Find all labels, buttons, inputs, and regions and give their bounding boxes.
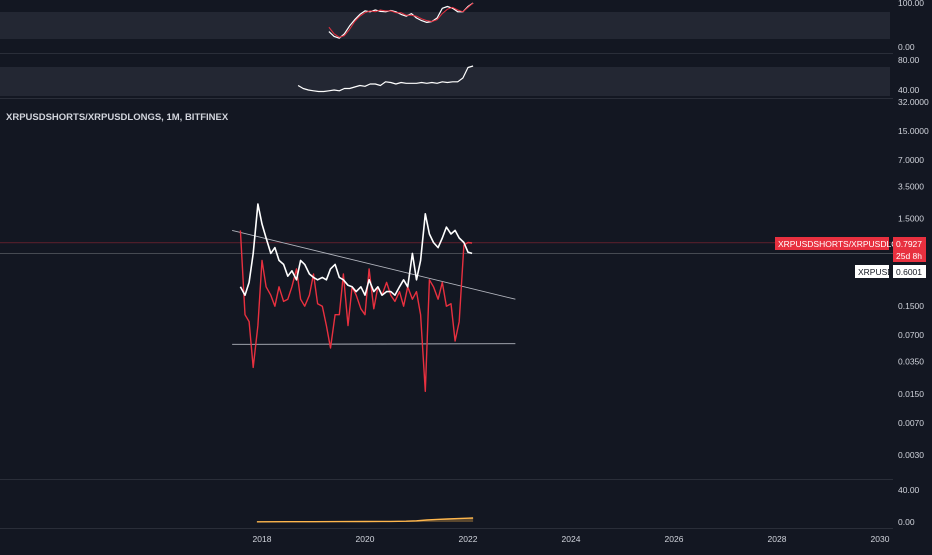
price-tick-label: 0.0070	[898, 418, 924, 428]
trendline-1	[232, 343, 516, 345]
price-tick-label: 15.0000	[898, 126, 929, 136]
price-tick-label: 7.0000	[898, 155, 924, 165]
main-series-badge: XRPUSDSHORTS/XRPUSDLONGS 0.7927 25d 8h	[775, 237, 926, 262]
time-tick-label: 2026	[665, 534, 684, 544]
chart-title: XRPUSDSHORTS/XRPUSDLONGS, 1M, BITFINEX	[6, 112, 229, 123]
indicator-1-series-1	[328, 2, 474, 38]
time-tick-label: 2018	[253, 534, 272, 544]
series-0-line	[239, 230, 473, 392]
main-series-badge-name: XRPUSDSHORTS/XRPUSDLONGS	[778, 239, 917, 249]
indicator-2-series-0	[297, 65, 474, 93]
time-axis[interactable]: 2018 2020 2022 2024 2026 2028 2030	[253, 534, 890, 544]
price-tick-label: 100.00	[898, 0, 924, 8]
price-tick-label: 40.00	[898, 85, 920, 95]
price-tick-label: 1.5000	[898, 214, 924, 224]
price-tick-label: 0.0350	[898, 357, 924, 367]
price-tick-label: 0.0030	[898, 450, 924, 460]
time-tick-label: 2022	[459, 534, 478, 544]
series-1-line	[239, 203, 473, 296]
price-tick-label: 0.0700	[898, 330, 924, 340]
indicator-1-series-0	[328, 2, 474, 39]
main-series-badge-value: 0.7927	[896, 239, 922, 249]
volume-line	[256, 517, 474, 523]
price-tick-label: 0.00	[898, 42, 915, 52]
indicator-1-band	[0, 12, 890, 39]
price-tick-label: 0.00	[898, 517, 915, 527]
price-tick-label: 0.0150	[898, 389, 924, 399]
price-axis[interactable]: 100.00 0.00 80.00 40.00 32.0000 15.0000 7.0000…	[898, 0, 929, 527]
price-tick-label: 80.00	[898, 55, 920, 65]
time-tick-label: 2020	[356, 534, 375, 544]
trendline-0	[232, 229, 516, 300]
price-tick-label: 32.0000	[898, 97, 929, 107]
price-tick-label: 3.5000	[898, 181, 924, 191]
time-tick-label: 2024	[562, 534, 581, 544]
series-layer	[232, 2, 516, 523]
compare-series-badge-name: XRPUSD	[858, 267, 893, 277]
countdown-badge: 25d 8h	[896, 251, 922, 261]
grid-lines	[0, 53, 893, 529]
indicator-2-band	[0, 67, 890, 96]
price-tick-label: 40.00	[898, 485, 920, 495]
time-tick-label: 2028	[768, 534, 787, 544]
compare-series-badge-value: 0.6001	[896, 267, 922, 277]
time-tick-label: 2030	[871, 534, 890, 544]
price-tick-label: 0.1500	[898, 301, 924, 311]
pane-backgrounds	[0, 12, 890, 96]
compare-series-badge: XRPUSD 0.6001	[855, 265, 926, 278]
